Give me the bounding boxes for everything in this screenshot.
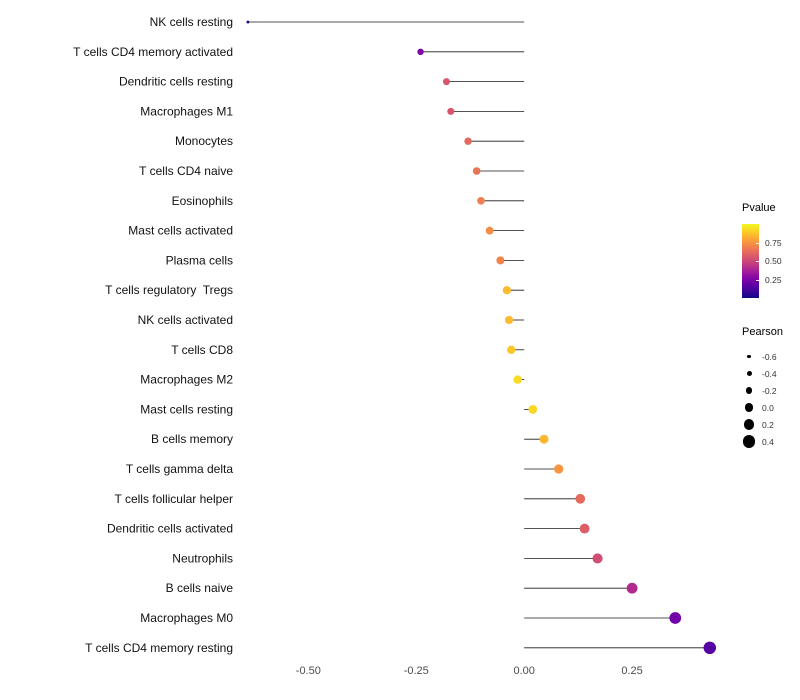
pearson-size-label: -0.4 <box>762 368 777 379</box>
x-axis-tick-label: -0.25 <box>404 665 429 677</box>
pearson-size-label: 0.2 <box>762 419 774 430</box>
pvalue-tick-label: 0.25 <box>765 274 782 285</box>
category-label: B cells memory <box>151 432 233 446</box>
pearson-dot <box>626 582 638 594</box>
pvalue-tick-label: 0.75 <box>765 237 782 248</box>
pearson-dot <box>442 78 450 86</box>
pearson-size-dot <box>742 435 756 448</box>
category-label: Mast cells resting <box>140 402 233 416</box>
pearson-dot <box>579 523 590 534</box>
x-axis-tick-label: -0.50 <box>296 665 321 677</box>
pearson-dot <box>554 464 564 474</box>
legend-pearson: Pearson -0.6 -0.4 -0.2 0.0 0.2 0.4 <box>742 326 783 450</box>
pvalue-tick-mark <box>756 261 759 262</box>
pvalue-gradient-wrap: 0.75 0.50 0.25 <box>742 224 800 304</box>
pearson-size-items: -0.6 -0.4 -0.2 0.0 0.2 0.4 <box>742 348 783 450</box>
category-label: T cells CD4 memory activated <box>73 45 233 59</box>
category-label: Neutrophils <box>172 551 233 565</box>
pearson-dot <box>507 345 516 354</box>
pearson-size-dot <box>743 419 755 430</box>
category-label: T cells regulatory Tregs <box>105 283 233 297</box>
pearson-dot <box>504 315 514 325</box>
category-label: Macrophages M2 <box>140 373 233 387</box>
category-label: Dendritic cells resting <box>119 75 233 89</box>
category-label: Mast cells activated <box>128 224 233 238</box>
category-label: T cells CD8 <box>171 343 233 357</box>
pearson-dot <box>502 286 512 295</box>
pearson-dot <box>513 375 522 384</box>
legend-pvalue-title: Pvalue <box>742 202 776 214</box>
pvalue-tick-mark <box>756 242 759 244</box>
pearson-size-label: -0.2 <box>762 385 777 396</box>
pearson-size-item: 0.2 <box>742 416 783 433</box>
legend-pearson-title: Pearson <box>742 326 783 338</box>
pearson-dot <box>447 107 455 115</box>
pearson-dot <box>669 612 682 624</box>
category-label: B cells naive <box>166 581 234 595</box>
pearson-dot <box>539 434 549 444</box>
pearson-size-dot <box>744 403 754 412</box>
pearson-size-label: -0.6 <box>762 351 777 362</box>
category-label: NK cells activated <box>138 313 233 327</box>
pearson-dot <box>575 493 586 504</box>
category-label: NK cells resting <box>150 15 233 29</box>
pearson-size-dot <box>746 371 752 376</box>
category-label: Macrophages M1 <box>140 104 233 118</box>
category-label: Plasma cells <box>166 253 233 267</box>
pearson-size-label: 0.0 <box>762 402 774 413</box>
legend-pvalue: Pvalue 0.75 0.50 0.25 <box>742 202 800 304</box>
pvalue-gradient-bar <box>742 224 759 298</box>
category-label: T cells follicular helper <box>115 492 234 506</box>
pearson-size-label: 0.4 <box>762 436 774 447</box>
pearson-dot <box>246 20 250 24</box>
pearson-dot <box>703 641 717 655</box>
category-label: T cells gamma delta <box>126 462 233 476</box>
pearson-dot <box>496 256 505 265</box>
category-label: Monocytes <box>175 134 233 148</box>
pearson-size-item: -0.4 <box>742 365 783 382</box>
pearson-size-dot <box>745 387 753 394</box>
pearson-dot <box>464 137 472 145</box>
category-label: Eosinophils <box>172 194 233 208</box>
pearson-dot <box>477 196 485 205</box>
category-label: Dendritic cells activated <box>107 522 233 536</box>
pearson-dot <box>417 48 424 56</box>
category-label: T cells CD4 memory resting <box>85 641 233 655</box>
category-label: Macrophages M0 <box>140 611 233 625</box>
pvalue-tick-mark <box>756 279 759 281</box>
category-label: T cells CD4 naive <box>139 164 233 178</box>
pearson-dot <box>485 226 494 235</box>
pearson-size-item: -0.6 <box>742 348 783 365</box>
pearson-size-item: 0.0 <box>742 399 783 416</box>
pearson-dot <box>528 405 538 414</box>
pearson-size-item: -0.2 <box>742 382 783 399</box>
pearson-dot <box>592 553 603 564</box>
x-axis-tick-label: 0.25 <box>621 665 642 677</box>
pearson-dot <box>472 167 481 175</box>
x-axis-tick-label: 0.00 <box>513 665 534 677</box>
pearson-size-item: 0.4 <box>742 433 783 450</box>
pearson-size-dot <box>747 354 751 359</box>
pvalue-tick-label: 0.50 <box>765 256 782 266</box>
